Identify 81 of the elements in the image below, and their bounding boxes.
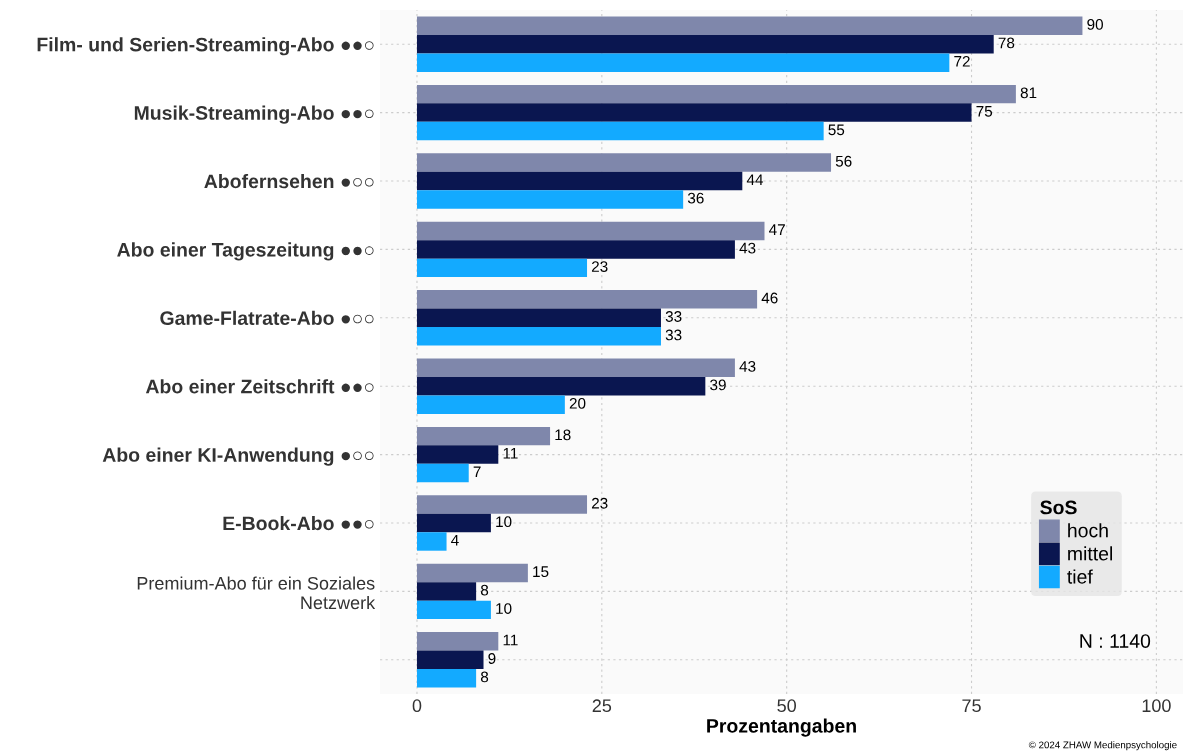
data-label: 75: [976, 106, 993, 117]
data-label: 20: [569, 397, 586, 409]
data-label: 8: [480, 584, 489, 596]
x-tick-label: 25: [592, 699, 612, 713]
bar: [416, 84, 1016, 104]
bar: [416, 190, 684, 209]
data-label: 56: [835, 155, 852, 167]
bar: [416, 221, 765, 241]
data-label: 81: [1020, 87, 1037, 99]
bar: [416, 650, 484, 670]
data-label: 47: [769, 224, 785, 235]
bar: [416, 258, 588, 278]
y-tick-label: Abo einer Tageszeitung ●●○: [117, 242, 374, 261]
bar: [416, 358, 735, 377]
y-tick-label: Abofernsehen ●○○: [204, 173, 374, 189]
y-tick-label: Abo einer Zeitschrift ●●○: [145, 379, 374, 394]
bar: [416, 426, 551, 446]
x-tick-label: 0: [412, 699, 422, 713]
x-axis-title: Prozentangaben: [707, 718, 856, 737]
bar: [416, 632, 499, 651]
bar: [416, 290, 758, 309]
data-label: 11: [503, 448, 518, 459]
data-label: 18: [555, 429, 571, 441]
data-label: 11: [503, 634, 518, 646]
text: © 2024 ZHAW Medienpsychologie: [1028, 741, 1177, 751]
legend-title: SoS: [1040, 500, 1077, 515]
y-tick-label: Premium-Abo für ein Soziales Netzwerk: [137, 576, 376, 610]
data-label: 10: [496, 603, 512, 614]
bar: [416, 563, 528, 583]
y-tick-label: Game-Flatrate-Abo ●○○: [160, 310, 374, 326]
y-tick-label: Film- und Serien-Streaming-Abo ●●○: [37, 37, 374, 56]
data-label: 72: [954, 55, 970, 67]
data-label: 36: [687, 192, 704, 204]
bar: [416, 513, 491, 533]
data-label: 8: [480, 671, 489, 683]
legend-label: hoch: [1068, 523, 1108, 538]
data-label: 46: [761, 292, 778, 304]
bar: [416, 16, 1083, 35]
data-label: 44: [746, 174, 764, 185]
y-tick-label: E-Book-Abo ●●○: [223, 515, 374, 531]
data-label: 9: [488, 653, 496, 664]
annotation: N : 1140: [1080, 634, 1151, 648]
data-label: 43: [739, 361, 756, 372]
data-label: 33: [665, 311, 682, 322]
data-label: 90: [1087, 19, 1103, 30]
bar: [416, 600, 491, 620]
data-label: 43: [739, 242, 756, 254]
data-label: 78: [998, 37, 1015, 49]
bar: [416, 240, 735, 259]
bar: [416, 669, 477, 688]
bar: [416, 463, 469, 483]
bar: [416, 103, 972, 122]
bar: [416, 34, 994, 54]
bar: [416, 308, 661, 328]
legend-label: tief: [1067, 569, 1093, 584]
bar: [416, 582, 477, 601]
bar: [416, 327, 661, 346]
x-tick-label: 100: [1142, 699, 1171, 713]
data-label: 15: [533, 566, 549, 578]
data-label: 23: [591, 261, 608, 272]
data-label: 33: [665, 329, 682, 341]
bar: [416, 376, 706, 396]
bar: [416, 121, 824, 141]
data-label: 55: [828, 124, 845, 136]
legend-label: mittel: [1068, 546, 1113, 561]
data-label: 23: [591, 497, 608, 509]
bar: [416, 395, 565, 414]
bar: [416, 532, 447, 551]
bar: [416, 171, 743, 191]
data-label: 7: [473, 466, 481, 478]
bar: [416, 445, 499, 464]
data-label: 10: [496, 516, 512, 528]
y-tick-label: Abo einer KI-Anwendung ●○○: [102, 447, 374, 466]
y-tick-label: Musik-Streaming-Abo ●●○: [134, 105, 374, 124]
bar: [416, 495, 588, 514]
bar: [416, 153, 832, 172]
bar: [416, 53, 950, 72]
data-label: 4: [451, 534, 459, 546]
x-tick-label: 50: [777, 699, 797, 713]
x-tick-label: 75: [962, 699, 981, 713]
data-label: 39: [710, 379, 726, 391]
